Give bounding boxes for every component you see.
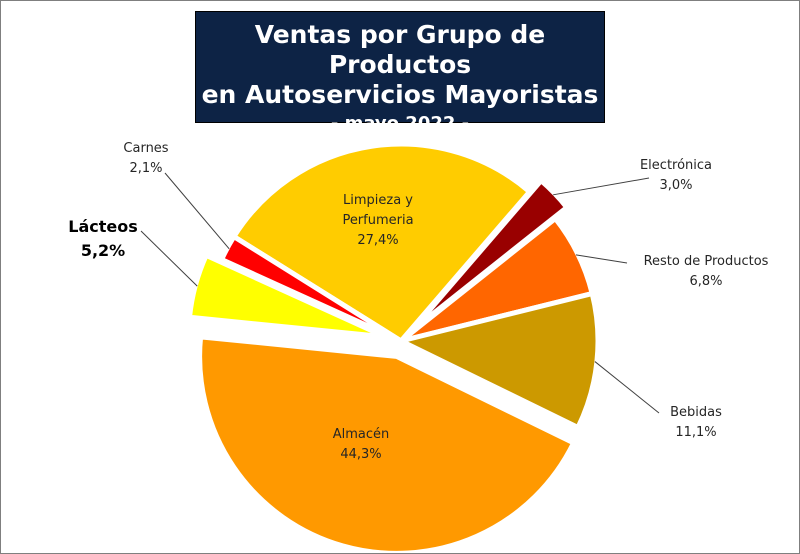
label-electronica: Electrónica 3,0% bbox=[621, 156, 731, 196]
label-limpieza-name-2: Perfumeria bbox=[342, 213, 414, 228]
label-carnes: Carnes 2,1% bbox=[111, 139, 181, 179]
leader-line-l-cteos bbox=[140, 230, 198, 287]
label-electronica-name: Electrónica bbox=[639, 158, 713, 173]
chart-title-line2: en Autoservicios Mayoristas bbox=[201, 80, 599, 109]
pie-slice-almac-n bbox=[197, 334, 577, 553]
label-resto-name: Resto de Productos bbox=[643, 254, 769, 269]
label-bebidas-name: Bebidas bbox=[670, 405, 722, 420]
chart-title-box: Ventas por Grupo de Productos en Autoser… bbox=[195, 11, 605, 134]
chart-subtitle: - mayo 2022 - bbox=[330, 113, 470, 134]
label-lacteos-pct: 5,2% bbox=[80, 241, 126, 260]
pie-slice-electr-nica bbox=[410, 178, 570, 333]
label-bebidas: Bebidas 11,1% bbox=[656, 403, 736, 443]
pie-slice-limpieza-y-perfumeria bbox=[231, 141, 533, 344]
chart-title-line1: Ventas por Grupo de Productos bbox=[254, 20, 546, 79]
leader-line-carnes bbox=[164, 172, 230, 250]
label-carnes-pct: 2,1% bbox=[129, 161, 163, 176]
label-carnes-name: Carnes bbox=[123, 141, 169, 156]
label-limpieza: Limpieza y Perfumeria 27,4% bbox=[323, 191, 433, 251]
label-electronica-pct: 3,0% bbox=[659, 178, 693, 193]
label-limpieza-name-1: Limpieza y bbox=[343, 193, 413, 208]
label-bebidas-pct: 11,1% bbox=[675, 425, 717, 440]
label-resto-pct: 6,8% bbox=[689, 274, 723, 289]
leader-line-bebidas bbox=[594, 361, 660, 414]
label-almacen: Almacén 44,3% bbox=[321, 425, 401, 465]
pie-slice-l-cteos bbox=[187, 252, 389, 340]
label-almacen-pct: 44,3% bbox=[340, 447, 382, 462]
label-almacen-name: Almacén bbox=[332, 427, 390, 442]
label-limpieza-pct: 27,4% bbox=[357, 233, 399, 248]
leader-line-resto-de-productos bbox=[575, 254, 628, 264]
leader-line-electr-nica bbox=[553, 177, 650, 196]
pie-slice-bebidas bbox=[398, 291, 601, 431]
label-lacteos-name: Lácteos bbox=[68, 217, 138, 236]
pie-slice-carnes bbox=[219, 234, 404, 344]
label-resto: Resto de Productos 6,8% bbox=[621, 252, 791, 292]
label-lacteos: Lácteos 5,2% bbox=[63, 215, 143, 263]
